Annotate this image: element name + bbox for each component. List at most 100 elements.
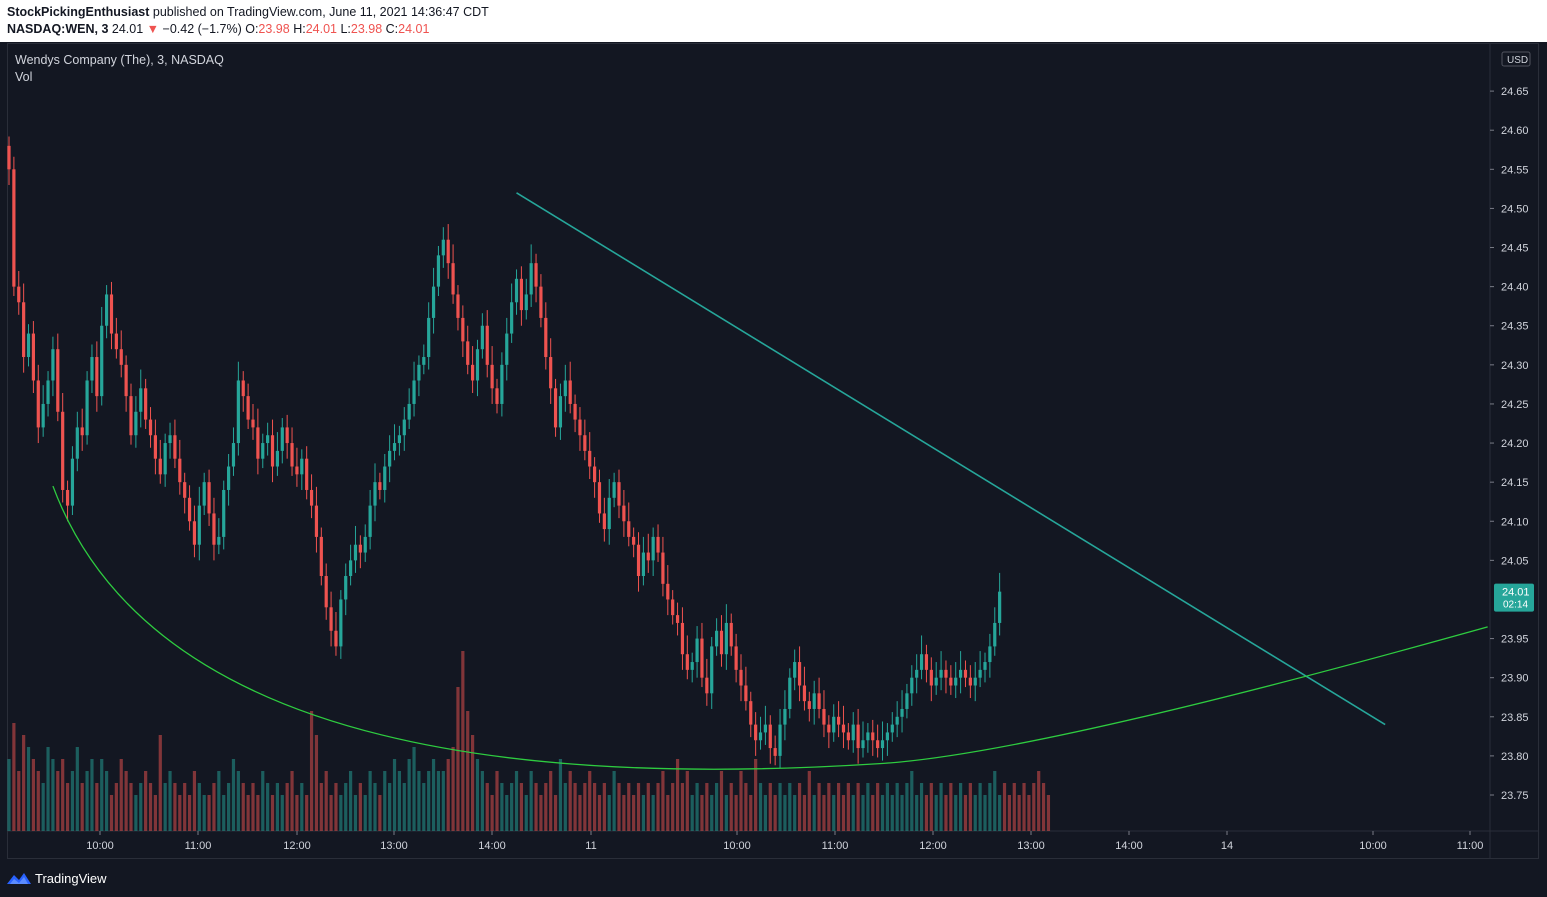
candle-body [349, 560, 353, 577]
candle-body [51, 349, 55, 381]
candle-body [222, 489, 226, 537]
close-label: C: [385, 22, 399, 36]
candle-body [295, 466, 299, 475]
volume-bar [783, 795, 787, 831]
down-arrow-icon: ▼ [146, 22, 160, 36]
candle-body [973, 677, 977, 686]
candle-body [700, 638, 704, 678]
candle-body [807, 701, 811, 709]
volume-bar [944, 795, 948, 831]
candle-body [812, 693, 816, 709]
volume-bar [963, 795, 968, 831]
time-tick-label: 10:00 [723, 840, 751, 852]
price-tick-label: 24.50 [1501, 203, 1529, 215]
candle-body [968, 677, 972, 686]
candle-body [563, 380, 567, 397]
candle-body [412, 380, 416, 404]
volume-bar [17, 771, 21, 831]
candle-body [578, 419, 582, 436]
price-tick-label: 24.10 [1501, 516, 1529, 528]
volume-bar [290, 771, 294, 831]
volume-bar [510, 783, 514, 831]
volume-bar [797, 783, 802, 831]
volume-bar [436, 771, 441, 831]
candle-body [900, 708, 904, 717]
candle-body [197, 505, 201, 545]
low-value: 23.98 [350, 22, 383, 36]
volume-bar [173, 783, 177, 831]
candle-body [217, 536, 221, 545]
candle-body [85, 380, 89, 436]
symbol-quote: NASDAQ:WEN, 3 24.01 ▼ −0.42 (−1.7%) O:23… [7, 22, 429, 36]
volume-bar [607, 795, 611, 831]
volume-bar [22, 735, 26, 831]
volume-bar [217, 771, 221, 831]
author-name[interactable]: StockPickingEnthusiast [7, 5, 150, 19]
volume-bar [139, 783, 143, 831]
volume-bar [266, 783, 270, 831]
volume-bar [939, 783, 943, 831]
candle-body [549, 357, 553, 389]
published-text: published on TradingView.com, June 11, 2… [152, 5, 489, 19]
candle-body [793, 662, 797, 678]
volume-bar [412, 747, 416, 831]
volume-bar [163, 783, 167, 831]
volume-bar [383, 771, 387, 831]
price-change: −0.42 (−1.7%) [162, 22, 242, 36]
candle-body [646, 552, 650, 561]
volume-bar [105, 771, 109, 831]
volume-bar [558, 759, 563, 831]
candle-body [334, 630, 338, 647]
candle-body [817, 693, 821, 709]
candle-body [934, 677, 938, 686]
volume-bar [837, 783, 841, 831]
volume-bar [583, 783, 587, 831]
volume-bar [529, 771, 533, 831]
candle-body [231, 443, 236, 467]
volume-bar [1007, 795, 1011, 831]
volume-bar [632, 795, 636, 831]
volume-bar [915, 795, 919, 831]
candle-body [392, 443, 397, 451]
volume-bar [822, 795, 826, 831]
volume-bar [305, 795, 309, 831]
candle-body [61, 411, 65, 490]
candle-body [905, 693, 909, 709]
volume-bar [12, 723, 16, 831]
volume-bar [719, 771, 724, 831]
volume-bar [329, 795, 333, 831]
volume-bar [715, 783, 719, 831]
candle-body [373, 482, 377, 506]
candle-body [744, 685, 748, 702]
volume-bar [734, 795, 738, 831]
volume-bar [197, 783, 201, 831]
price-tick-label: 24.65 [1501, 86, 1529, 98]
candle-body [65, 489, 70, 506]
volume-bar [988, 783, 992, 831]
price-tick-label: 23.75 [1501, 790, 1529, 802]
volume-bar [758, 783, 763, 831]
candle-body [456, 294, 460, 318]
candle-body [671, 599, 675, 616]
volume-bar [597, 795, 602, 831]
volume-bar [724, 795, 728, 831]
open-label: O: [245, 22, 259, 36]
volume-bar [807, 771, 811, 831]
volume-bar [70, 771, 75, 831]
candle-body [500, 364, 504, 404]
close-value: 24.01 [398, 22, 430, 36]
volume-bar [617, 783, 621, 831]
volume-bar [231, 759, 236, 831]
tradingview-logo[interactable]: TradingView [7, 871, 107, 886]
volume-bar [895, 783, 899, 831]
volume-bar [651, 795, 655, 831]
candle-body [105, 294, 109, 326]
candle-body [109, 294, 114, 334]
last-price-marker [1494, 583, 1534, 612]
time-tick-label: 14:00 [1115, 840, 1143, 852]
candle-body [480, 325, 484, 350]
volume-bar [788, 783, 792, 831]
candle-body [910, 677, 914, 694]
candle-body [144, 388, 148, 420]
